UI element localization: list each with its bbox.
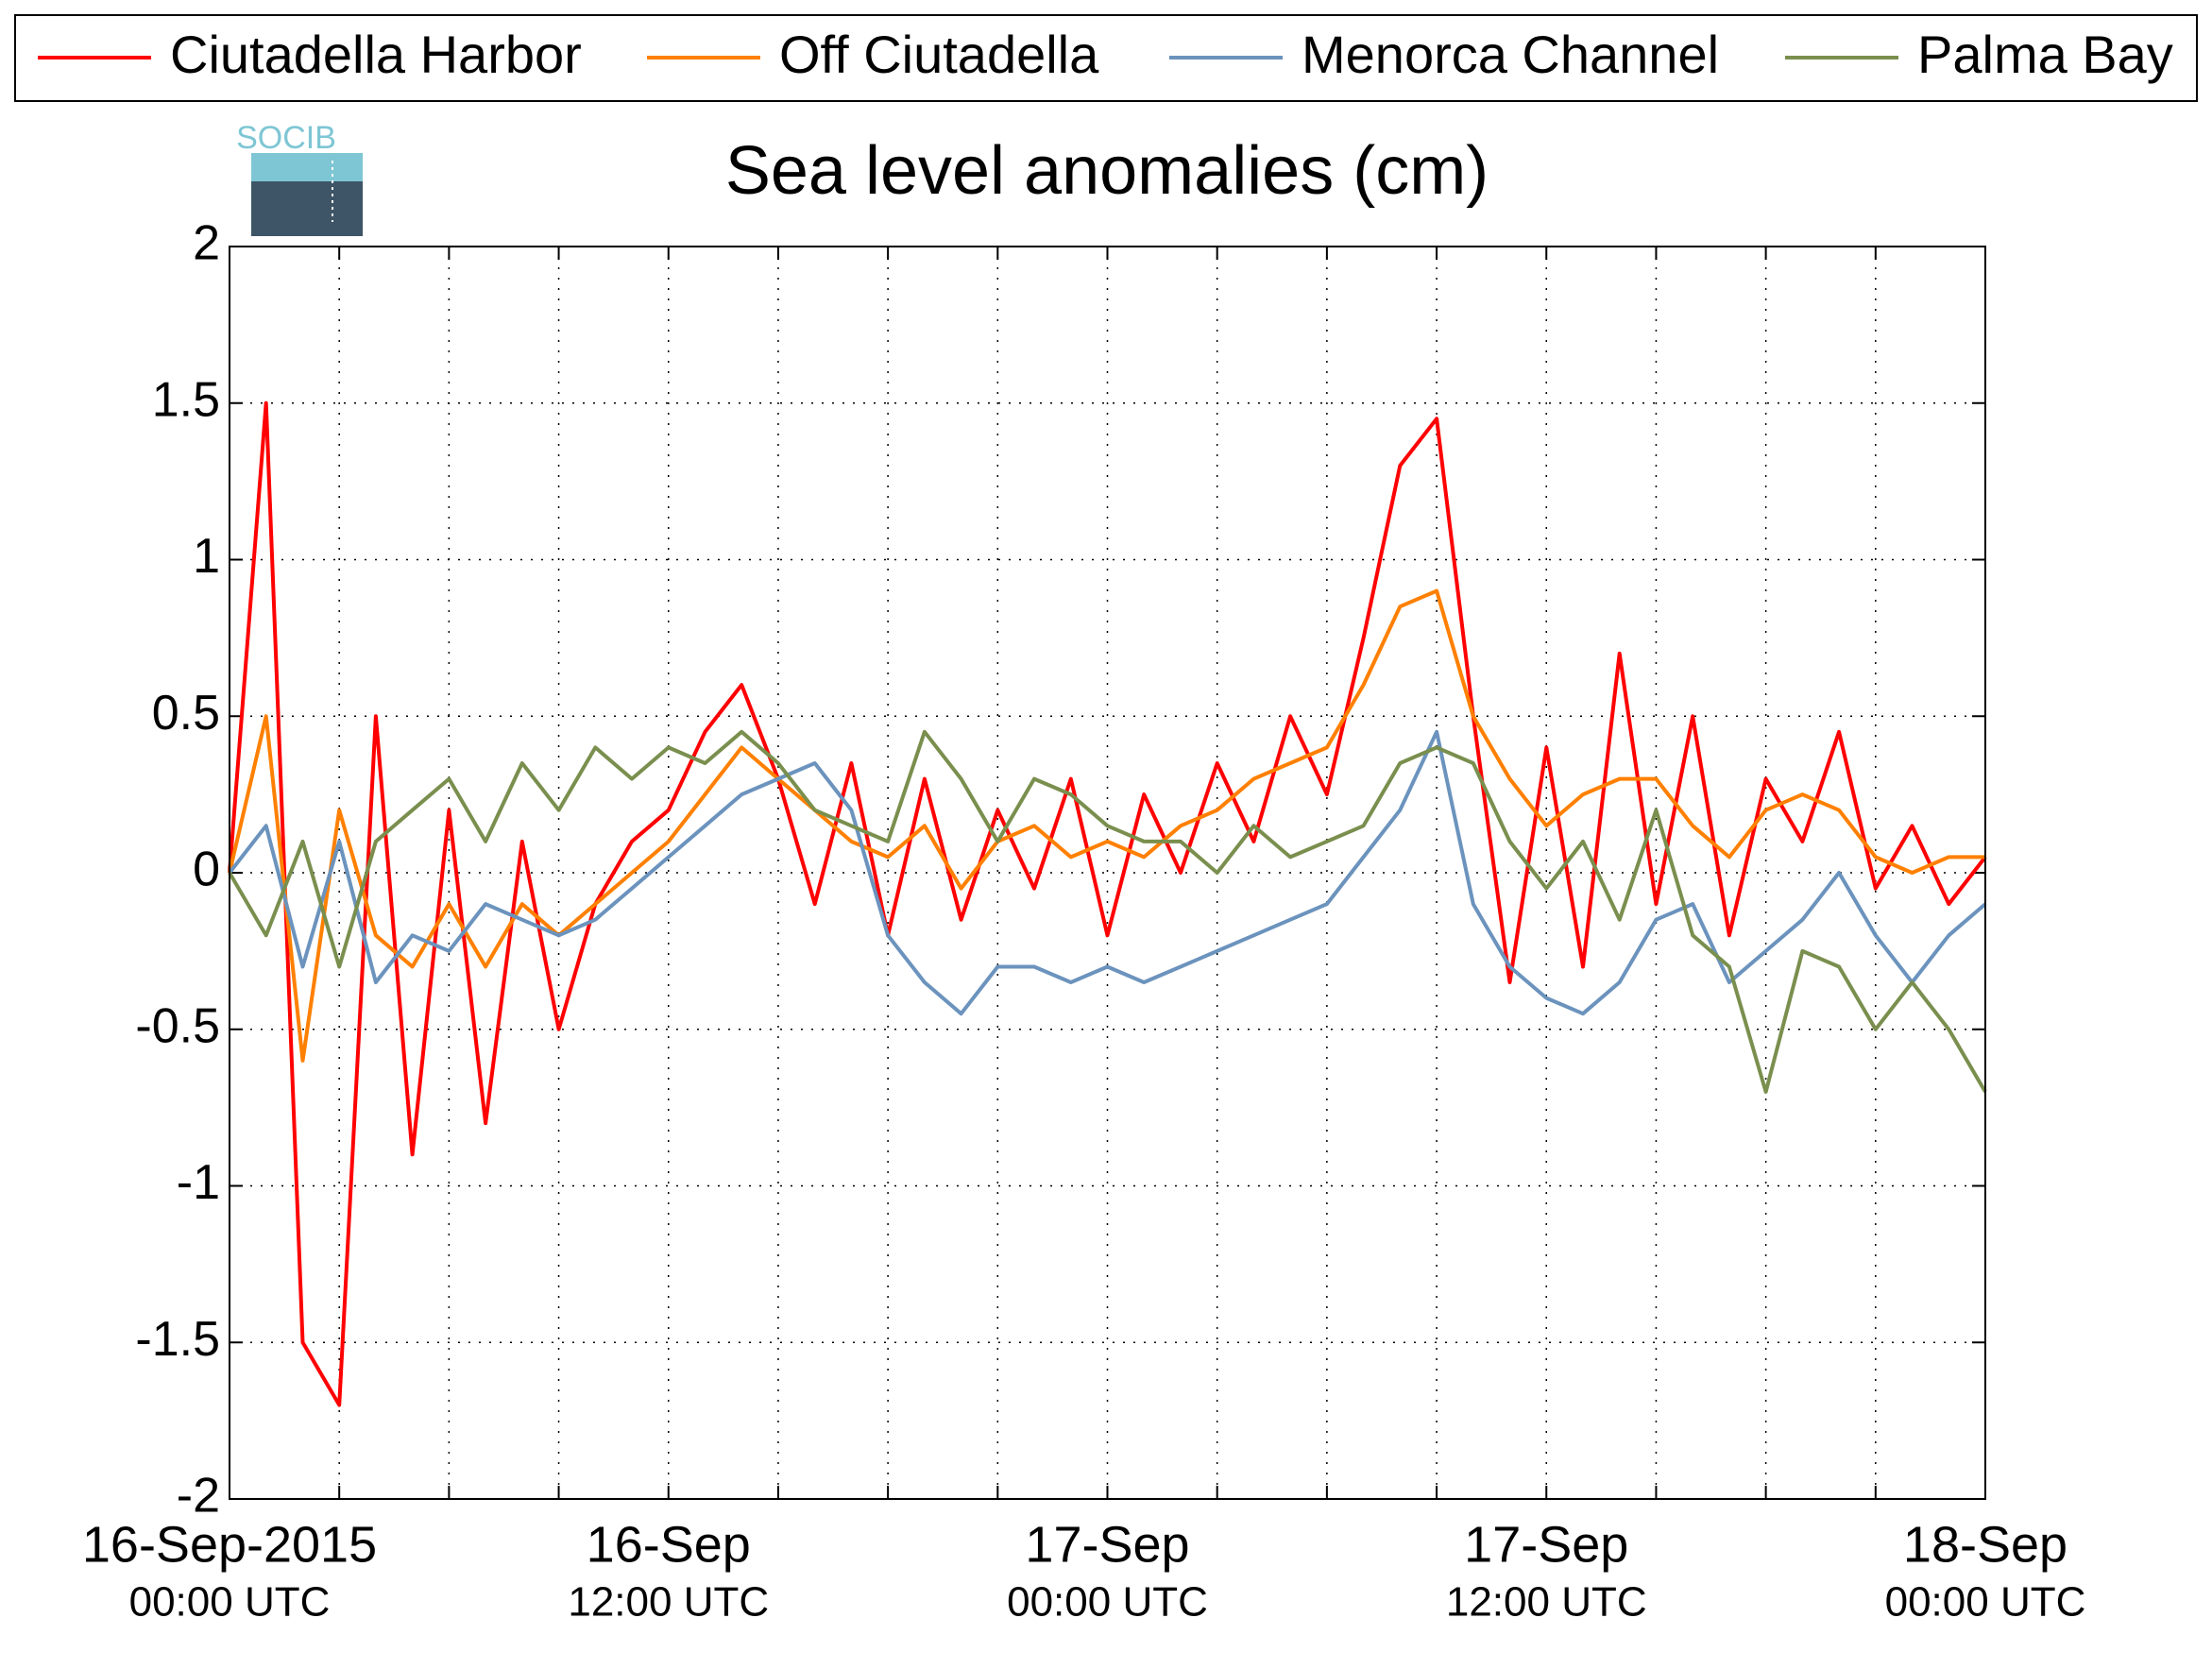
x-tick-label: 17-Sep (1025, 1516, 1189, 1573)
x-tick-sublabel: 00:00 UTC (129, 1579, 331, 1626)
plot-frame (229, 246, 1986, 1500)
series-line (228, 588, 1985, 1063)
x-tick-label: 17-Sep (1464, 1516, 1628, 1573)
x-tick-sublabel: 00:00 UTC (1885, 1579, 2086, 1626)
y-tick-label: 1 (193, 529, 220, 584)
y-tick-label: -0.5 (135, 998, 220, 1053)
series-line (228, 400, 1987, 1407)
legend-label: Menorca Channel (1302, 25, 1719, 84)
y-tick-label: -2 (177, 1469, 220, 1524)
y-tick-label: 1.5 (152, 372, 220, 427)
x-tick-label: 18-Sep (1903, 1516, 2067, 1573)
x-tick-sublabel: 12:00 UTC (1446, 1579, 1647, 1626)
y-tick-label: 0 (193, 843, 220, 897)
y-tick-label: -1 (177, 1155, 220, 1210)
y-tick-label: 2 (193, 216, 220, 271)
x-tick-sublabel: 12:00 UTC (568, 1579, 769, 1626)
chart-title: Sea level anomalies (cm) (725, 133, 1489, 209)
series-line (228, 729, 1987, 1016)
x-tick-label: 16-Sep-2015 (82, 1516, 377, 1573)
logo-text: SOCIB (236, 120, 336, 156)
logo: SOCIB (236, 120, 363, 236)
y-tick-label: 0.5 (152, 686, 220, 741)
series-line (228, 729, 1987, 1094)
logo-wave (251, 153, 363, 181)
x-tick-sublabel: 00:00 UTC (1007, 1579, 1208, 1626)
x-tick-label: 16-Sep (587, 1516, 751, 1573)
y-tick-label: -1.5 (135, 1312, 220, 1367)
legend-label: Palma Bay (1917, 25, 2173, 84)
legend-label: Ciutadella Harbor (170, 25, 582, 84)
legend-label: Off Ciutadella (779, 25, 1099, 84)
